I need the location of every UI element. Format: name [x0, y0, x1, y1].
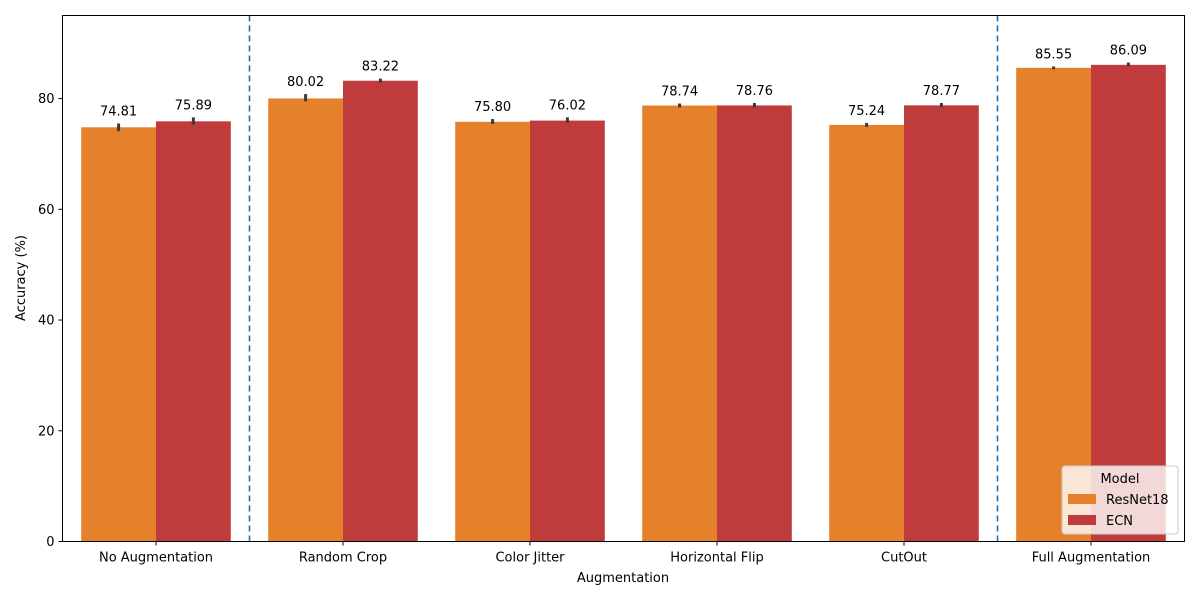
- y-tick-label-80: 80: [38, 92, 55, 107]
- bar-ecn-cutout: [904, 105, 979, 542]
- x-tick-label-no-augmentation: No Augmentation: [99, 551, 213, 566]
- x-tick-label-color-jitter: Color Jitter: [495, 551, 565, 566]
- data-labels-layer: 74.81 75.89 80.02 83.22 75.80 76.02 78.74 78.76…: [100, 44, 1147, 120]
- y-axis-label: Accuracy (%): [14, 235, 29, 321]
- bar-resnet18-horizontal-flip: [642, 105, 717, 542]
- data-label-ecn-no-augmentation: 75.89: [175, 98, 212, 113]
- error-bars-layer: [117, 62, 1130, 132]
- x-axis-label: Augmentation: [577, 571, 669, 586]
- x-tick-label-cutout: CutOut: [881, 551, 927, 566]
- y-tick-label-40: 40: [38, 314, 55, 329]
- bar-resnet18-cutout: [829, 124, 904, 542]
- y-tick-label-0: 0: [46, 535, 54, 550]
- data-label-resnet18-random-crop: 80.02: [287, 75, 324, 90]
- bar-ecn-color-jitter: [530, 120, 605, 542]
- y-tick-label-20: 20: [38, 424, 55, 439]
- bar-resnet18-full-augmentation: [1016, 67, 1091, 542]
- bars-layer: [81, 64, 1166, 542]
- data-label-resnet18-full-augmentation: 85.55: [1035, 47, 1072, 62]
- data-label-ecn-horizontal-flip: 78.76: [736, 84, 773, 99]
- bar-ecn-random-crop: [343, 80, 418, 542]
- data-label-resnet18-horizontal-flip: 78.74: [661, 85, 698, 100]
- data-label-ecn-full-augmentation: 86.09: [1110, 44, 1147, 59]
- legend-title: Model: [1100, 472, 1139, 487]
- bar-ecn-full-augmentation: [1091, 64, 1166, 542]
- data-label-ecn-random-crop: 83.22: [362, 60, 399, 75]
- bar-resnet18-random-crop: [268, 98, 343, 542]
- separators-layer: [248, 15, 999, 542]
- x-tick-label-full-augmentation: Full Augmentation: [1032, 551, 1151, 566]
- x-tick-label-horizontal-flip: Horizontal Flip: [670, 551, 763, 566]
- legend-swatch-resnet18: [1068, 494, 1096, 504]
- data-label-resnet18-no-augmentation: 74.81: [100, 104, 137, 119]
- legend-label-ecn: ECN: [1106, 514, 1133, 529]
- legend-swatch-ecn: [1068, 515, 1096, 525]
- y-axis: 0 20 40 60 80: [38, 92, 63, 550]
- data-label-ecn-cutout: 78.77: [923, 84, 960, 99]
- bar-resnet18-color-jitter: [455, 121, 530, 542]
- y-tick-label-60: 60: [38, 203, 55, 218]
- data-label-ecn-color-jitter: 76.02: [549, 98, 586, 113]
- data-label-resnet18-color-jitter: 75.80: [474, 100, 511, 115]
- bar-ecn-horizontal-flip: [717, 105, 792, 542]
- x-axis: No Augmentation Random Crop Color Jitter Ho…: [99, 541, 1151, 566]
- data-label-resnet18-cutout: 75.24: [848, 104, 885, 119]
- x-tick-label-random-crop: Random Crop: [299, 551, 387, 566]
- plot-frame: [62, 15, 1185, 542]
- legend-label-resnet18: ResNet18: [1106, 493, 1169, 508]
- bar-resnet18-no-augmentation: [81, 127, 156, 542]
- bar-ecn-no-augmentation: [156, 121, 231, 542]
- legend: Model ResNet18 ECN: [1061, 465, 1179, 535]
